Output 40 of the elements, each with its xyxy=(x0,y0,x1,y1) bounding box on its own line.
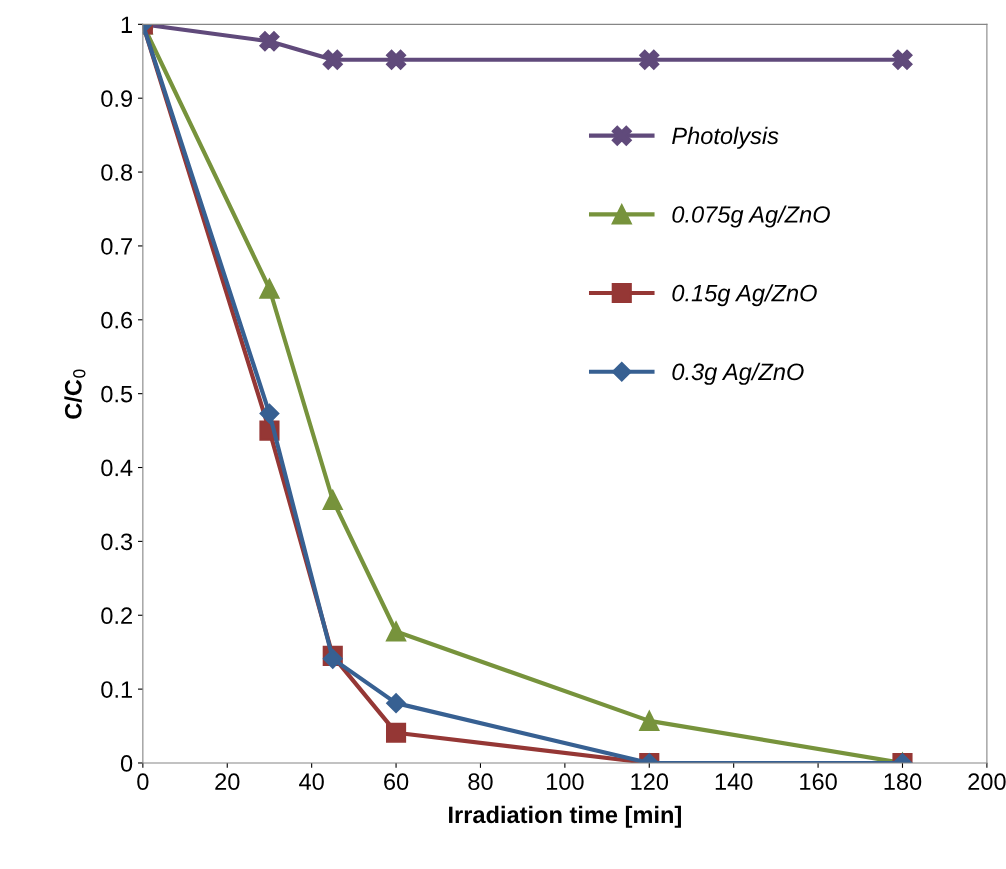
y-tick-label: 0.9 xyxy=(101,90,133,107)
y-tick-label: 0.6 xyxy=(101,311,133,329)
point xyxy=(322,49,343,70)
point xyxy=(386,693,406,714)
x-tick-label: 60 xyxy=(384,773,409,791)
y-axis-title: C/C$_{0}$ xyxy=(64,369,86,419)
y-tick-label: 0.5 xyxy=(101,385,133,403)
point xyxy=(892,49,913,70)
x-tick-label: 120 xyxy=(631,773,669,791)
y-tick-label: 0 xyxy=(120,755,133,772)
x-tick-label: 40 xyxy=(299,773,324,791)
point xyxy=(322,489,343,511)
y-tick-label: 0.3 xyxy=(101,533,133,551)
x-tick-label: 20 xyxy=(215,773,240,791)
legend-label: 0.075g Ag/ZnO xyxy=(672,205,830,228)
x-tick-label: 160 xyxy=(800,773,837,791)
point xyxy=(259,403,280,424)
x-axis-title: Irradiation time [min] xyxy=(449,805,681,828)
y-tick-label: 0.1 xyxy=(101,681,132,698)
y-tick-label: 0.4 xyxy=(101,459,133,477)
x-tick-label: 140 xyxy=(715,773,753,791)
x-tick-label: 0 xyxy=(137,773,149,791)
point xyxy=(639,49,660,70)
y-tick-label: 0.2 xyxy=(101,607,132,625)
legend-label: 0.15g Ag/ZnO xyxy=(672,284,817,307)
point xyxy=(639,710,660,731)
y-tick-label: 1 xyxy=(121,16,132,33)
point xyxy=(259,278,280,299)
legend-label: 0.3g Ag/ZnO xyxy=(672,362,804,385)
point xyxy=(259,31,280,52)
point xyxy=(385,621,407,642)
x-tick-label: 100 xyxy=(546,773,584,791)
x-tick-label: 80 xyxy=(468,773,493,791)
point xyxy=(385,49,407,70)
legend-label: Photolysis xyxy=(672,126,779,149)
x-tick-label: 200 xyxy=(968,773,1006,791)
y-tick-label: 0.7 xyxy=(101,238,132,255)
x-tick-label: 180 xyxy=(884,773,922,791)
y-tick-label: 0.8 xyxy=(101,164,133,181)
point xyxy=(385,722,407,743)
